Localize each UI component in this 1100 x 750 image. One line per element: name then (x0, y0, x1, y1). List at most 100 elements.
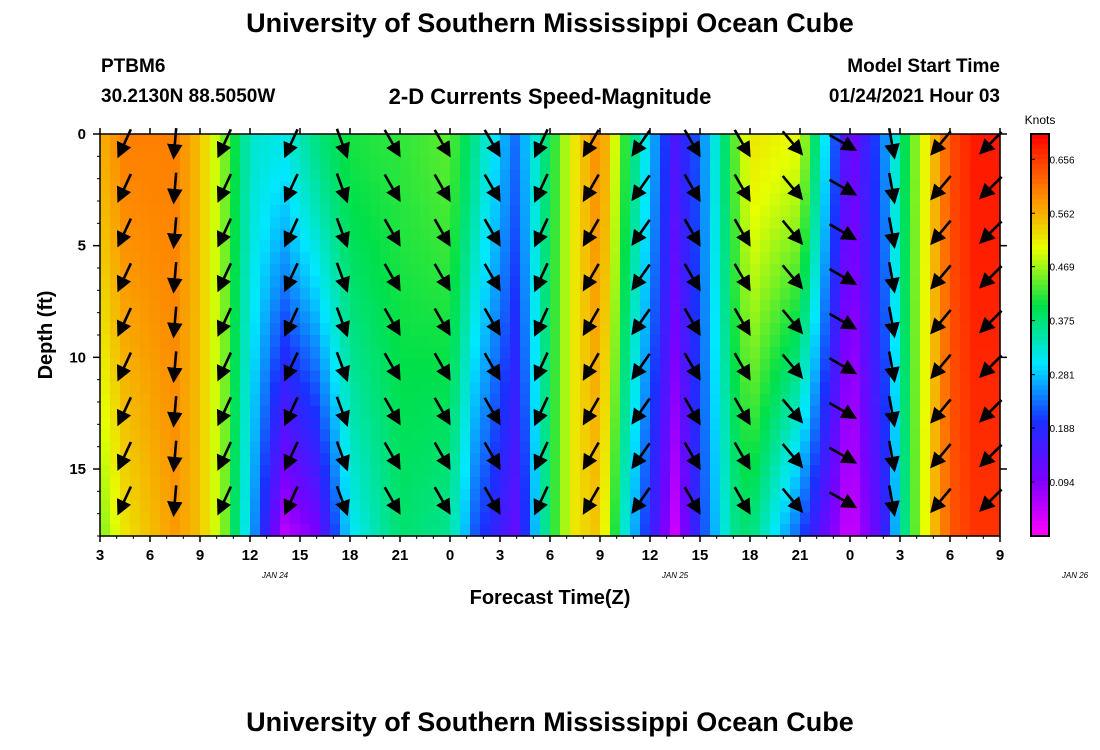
heatmap-cell (630, 346, 641, 360)
heatmap-cell (650, 287, 661, 301)
heatmap-cell (730, 335, 741, 348)
heatmap-cell (380, 252, 391, 265)
heatmap-cell (780, 275, 791, 289)
heatmap-cell (110, 382, 121, 395)
heatmap-cell (540, 465, 551, 478)
heatmap-cell (710, 335, 721, 348)
heatmap-cell (130, 394, 141, 407)
heatmap-cell (490, 216, 501, 230)
heatmap-cell (990, 216, 1001, 230)
heatmap-cell (880, 370, 891, 383)
heatmap-cell (780, 299, 791, 312)
heatmap-cell (720, 358, 731, 372)
heatmap-cell (670, 169, 681, 182)
heatmap-cell (680, 323, 691, 336)
heatmap-cell (790, 417, 801, 431)
heatmap-cell (200, 275, 211, 289)
current-vector (335, 485, 350, 517)
heatmap-cell (590, 204, 601, 218)
heatmap-cell (960, 500, 971, 513)
heatmap-cell (210, 512, 221, 525)
heatmap-cell (890, 287, 901, 301)
heatmap-cell (960, 204, 971, 218)
heatmap-cell (570, 394, 581, 407)
heatmap-cell (450, 264, 461, 277)
heatmap-cell (250, 405, 261, 419)
heatmap-cell (190, 346, 201, 360)
heatmap-cell (570, 323, 581, 336)
heatmap-cell (680, 370, 691, 383)
heatmap-cell (600, 429, 611, 443)
heatmap-cell (260, 453, 271, 466)
heatmap-cell (660, 488, 671, 502)
colorbar-segment (1031, 530, 1049, 537)
heatmap-cell (350, 264, 361, 277)
y-tick-label: 10 (69, 349, 86, 366)
heatmap-cell (850, 488, 861, 502)
heatmap-cell (140, 157, 151, 171)
heatmap-cell (350, 346, 361, 360)
heatmap-cell (990, 169, 1001, 182)
heatmap-cell (230, 453, 241, 466)
heatmap-cell (710, 204, 721, 218)
heatmap-cell (550, 311, 561, 324)
heatmap-cell (590, 417, 601, 431)
heatmap-cell (420, 512, 431, 525)
heatmap-cell (890, 417, 901, 431)
heatmap-cell (690, 394, 701, 407)
heatmap-cell (470, 323, 481, 336)
heatmap-cell (870, 370, 881, 383)
heatmap-cell (490, 335, 501, 348)
heatmap-cell (410, 216, 421, 230)
heatmap-cell (540, 323, 551, 336)
heatmap-cell (250, 488, 261, 502)
heatmap-cell (310, 500, 321, 513)
heatmap-cell (800, 240, 811, 253)
heatmap-cell (790, 204, 801, 218)
heatmap-cell (350, 512, 361, 525)
heatmap-cell (880, 228, 891, 242)
heatmap-cell (630, 465, 641, 478)
colorbar-segment (1031, 500, 1049, 507)
heatmap-cell (630, 476, 641, 490)
heatmap-cell (810, 157, 821, 171)
colorbar-segment (1031, 445, 1049, 452)
heatmap-cell (750, 299, 761, 312)
heatmap-cell (280, 134, 291, 147)
heatmap-cell (110, 335, 121, 348)
date-label: JAN 24 (261, 571, 289, 580)
heatmap-cell (710, 299, 721, 312)
heatmap-cell (360, 417, 371, 431)
heatmap-cell (830, 512, 841, 525)
heatmap-cell (100, 524, 111, 537)
heatmap-cell (960, 465, 971, 478)
heatmap-cell (660, 299, 671, 312)
heatmap-cell (410, 299, 421, 312)
heatmap-cell (300, 228, 311, 242)
colorbar-segment (1031, 390, 1049, 396)
heatmap-cell (330, 264, 341, 277)
heatmap-cell (380, 145, 391, 159)
heatmap-cell (510, 358, 521, 372)
heatmap-cell (460, 311, 471, 324)
heatmap-cell (250, 370, 261, 383)
heatmap-cell (340, 287, 351, 301)
heatmap-cell (220, 488, 231, 502)
current-vector (683, 486, 701, 515)
heatmap-cell (950, 169, 961, 182)
heatmap-cell (870, 134, 881, 147)
heatmap-cell (570, 382, 581, 395)
heatmap-cell (460, 476, 471, 490)
heatmap-cell (460, 264, 471, 277)
heatmap-cell (710, 441, 721, 454)
heatmap-cell (570, 370, 581, 383)
heatmap-cell (430, 181, 441, 194)
heatmap-cell (450, 394, 461, 407)
heatmap-cell (280, 157, 291, 171)
heatmap-cell (900, 405, 911, 419)
heatmap-cell (100, 394, 111, 407)
heatmap-cell (730, 157, 741, 171)
heatmap-cell (990, 394, 1001, 407)
heatmap-cell (320, 181, 331, 194)
heatmap-cell (630, 394, 641, 407)
